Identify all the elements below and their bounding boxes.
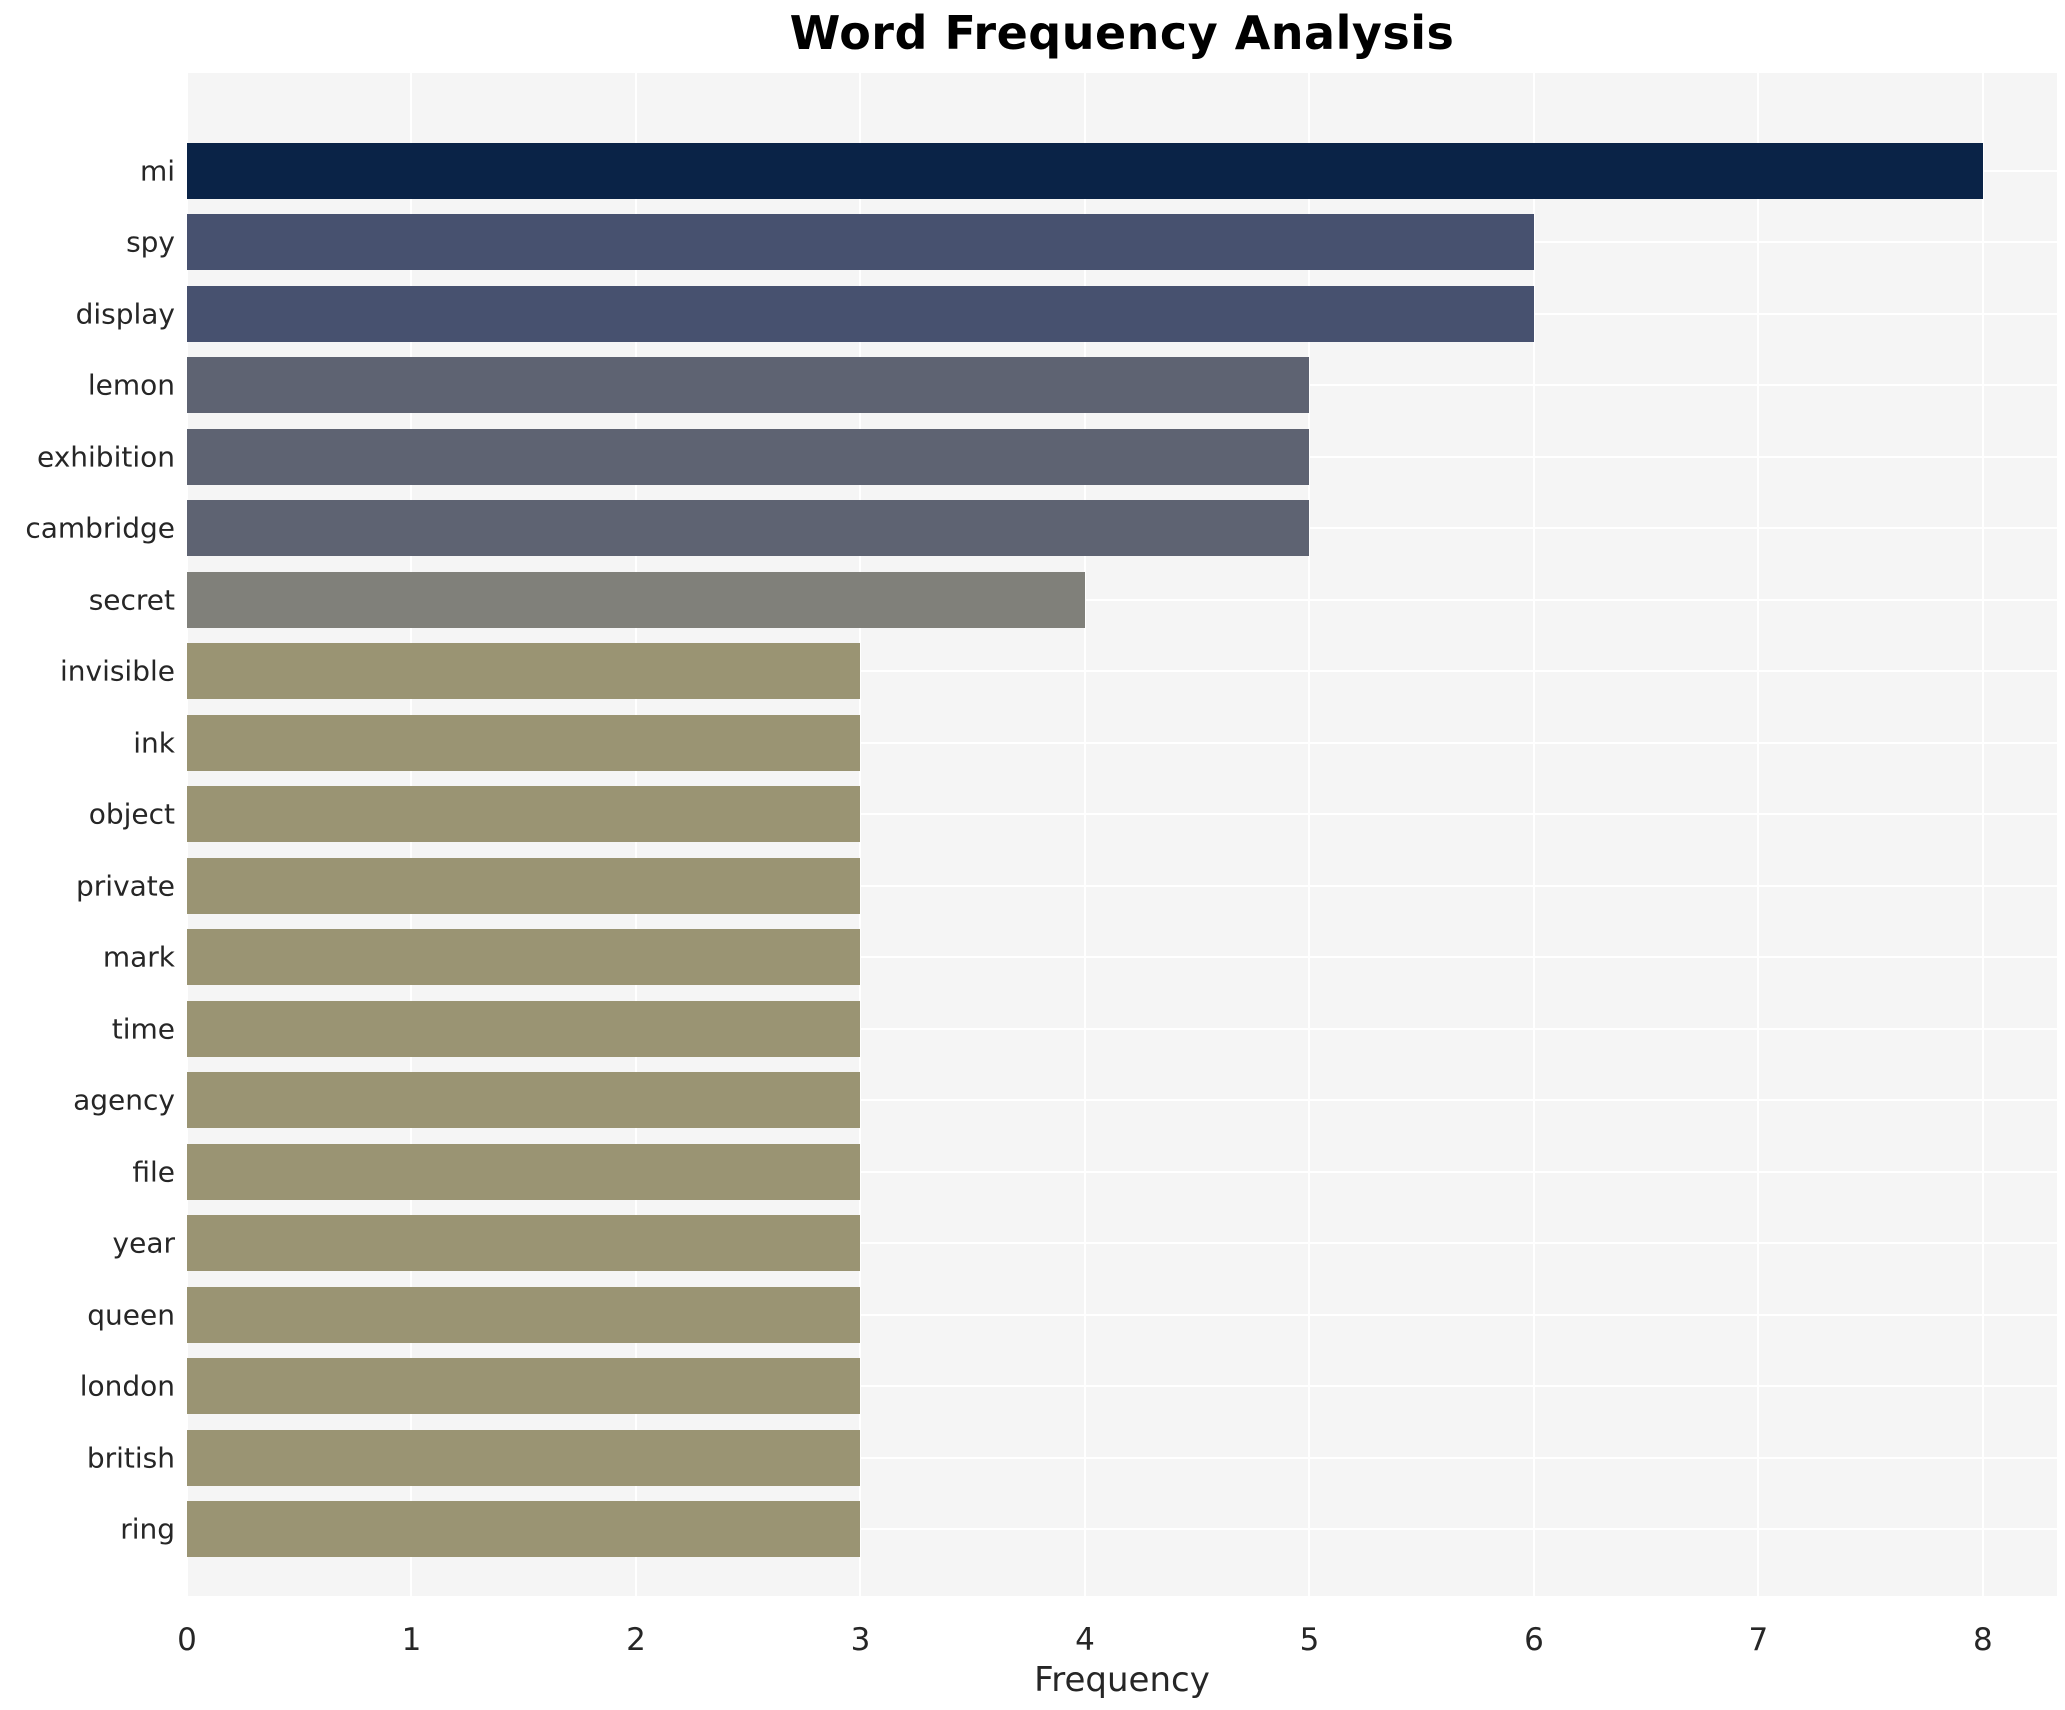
y-tick-label: private <box>76 869 175 903</box>
x-tick-label: 6 <box>1524 1622 1544 1658</box>
y-gridline <box>187 1385 2057 1388</box>
bar-row: secret <box>89 564 2057 636</box>
y-tick-label: exhibition <box>36 440 175 474</box>
x-gridline <box>1083 73 1086 1596</box>
bar-row: mark <box>103 922 2057 994</box>
bar-row: object <box>89 779 2057 851</box>
y-gridline <box>187 1456 2057 1459</box>
bar-agency <box>187 1072 861 1129</box>
y-tick-label: agency <box>73 1083 175 1117</box>
x-axis-label: Frequency <box>1034 1660 1210 1700</box>
bar-row: mi <box>140 135 2057 207</box>
y-tick-label: mark <box>102 940 175 974</box>
x-tick-label: 8 <box>1973 1622 1993 1658</box>
y-tick-label: display <box>75 297 175 331</box>
bar-object <box>187 786 861 843</box>
y-tick-label: lemon <box>87 368 175 402</box>
bar-row: exhibition <box>37 421 2057 493</box>
x-tick-label: 1 <box>401 1622 422 1658</box>
y-tick-label: ring <box>120 1512 175 1546</box>
bar-row: ink <box>133 707 2057 779</box>
bar-row: cambridge <box>25 493 2057 565</box>
bar-lemon <box>187 357 1310 414</box>
bar-ring <box>187 1501 861 1558</box>
y-tick-label: time <box>111 1012 175 1046</box>
y-gridline <box>187 1099 2057 1102</box>
x-gridline <box>1308 73 1311 1596</box>
y-tick-label: queen <box>87 1298 175 1332</box>
y-tick-label: secret <box>88 583 175 617</box>
y-tick-label: mi <box>139 154 175 188</box>
bar-london <box>187 1358 861 1415</box>
x-gridline <box>1981 73 1984 1596</box>
bar-row: agency <box>73 1065 2057 1137</box>
y-gridline <box>187 813 2057 816</box>
bar-row: queen <box>87 1279 2057 1351</box>
y-gridline <box>187 956 2057 959</box>
y-gridline <box>187 741 2057 744</box>
y-tick-label: object <box>88 797 175 831</box>
bar-row: display <box>76 278 2057 350</box>
bar-row: london <box>80 1351 2057 1423</box>
y-gridline <box>187 1027 2057 1030</box>
x-tick-label: 7 <box>1748 1622 1769 1658</box>
bar-row: private <box>76 850 2057 922</box>
y-tick-label: london <box>79 1369 175 1403</box>
bar-row: lemon <box>88 350 2057 422</box>
plot-area: mi spy display lemon exhibition cambridge secr… <box>25 73 2057 1596</box>
bar-private <box>187 857 861 914</box>
y-gridline <box>187 1242 2057 1245</box>
bar-time <box>187 1000 861 1057</box>
y-gridline <box>187 670 2057 673</box>
x-tick-label: 4 <box>1075 1622 1095 1658</box>
bar-file <box>187 1143 861 1200</box>
bar-row: british <box>87 1422 2057 1494</box>
bar-invisible <box>187 643 861 700</box>
y-tick-label: file <box>132 1155 175 1189</box>
y-tick-label: year <box>112 1226 175 1260</box>
x-tick-label: 3 <box>850 1622 871 1658</box>
bar-cambridge <box>187 500 1310 557</box>
bar-ink <box>187 714 861 771</box>
bar-mi <box>187 142 1983 199</box>
y-tick-label: ink <box>133 726 175 760</box>
x-gridline <box>859 73 862 1596</box>
y-tick-label: british <box>86 1441 175 1475</box>
bar-year <box>187 1215 861 1272</box>
y-gridline <box>187 884 2057 887</box>
x-axis-ticks: 0 1 2 3 4 5 6 7 8 <box>177 1622 2057 1662</box>
bar-display <box>187 285 1534 342</box>
x-tick-label: 0 <box>177 1622 197 1658</box>
bar-row: spy <box>126 207 2057 279</box>
y-gridline <box>187 598 2057 601</box>
bar-secret <box>187 571 1085 628</box>
chart-title: Word Frequency Analysis <box>789 6 1455 60</box>
y-tick-label: invisible <box>59 654 175 688</box>
bar-row: ring <box>120 1494 2057 1566</box>
y-tick-label: spy <box>126 225 175 259</box>
bar-queen <box>187 1286 861 1343</box>
bar-spy <box>187 214 1534 271</box>
x-tick-label: 2 <box>626 1622 646 1658</box>
x-tick-label: 5 <box>1299 1622 1320 1658</box>
bar-row: year <box>113 1208 2057 1280</box>
bar-row: invisible <box>60 636 2057 708</box>
y-gridline <box>187 1528 2057 1531</box>
x-gridline <box>1757 73 1760 1596</box>
bar-british <box>187 1429 861 1486</box>
bar-row: time <box>112 993 2057 1065</box>
x-gridline <box>1532 73 1535 1596</box>
y-gridline <box>187 1313 2057 1316</box>
bar-exhibition <box>187 428 1310 485</box>
y-gridline <box>187 1170 2057 1173</box>
bar-row: file <box>132 1136 2057 1208</box>
y-tick-label: cambridge <box>25 511 175 545</box>
bar-mark <box>187 929 861 986</box>
